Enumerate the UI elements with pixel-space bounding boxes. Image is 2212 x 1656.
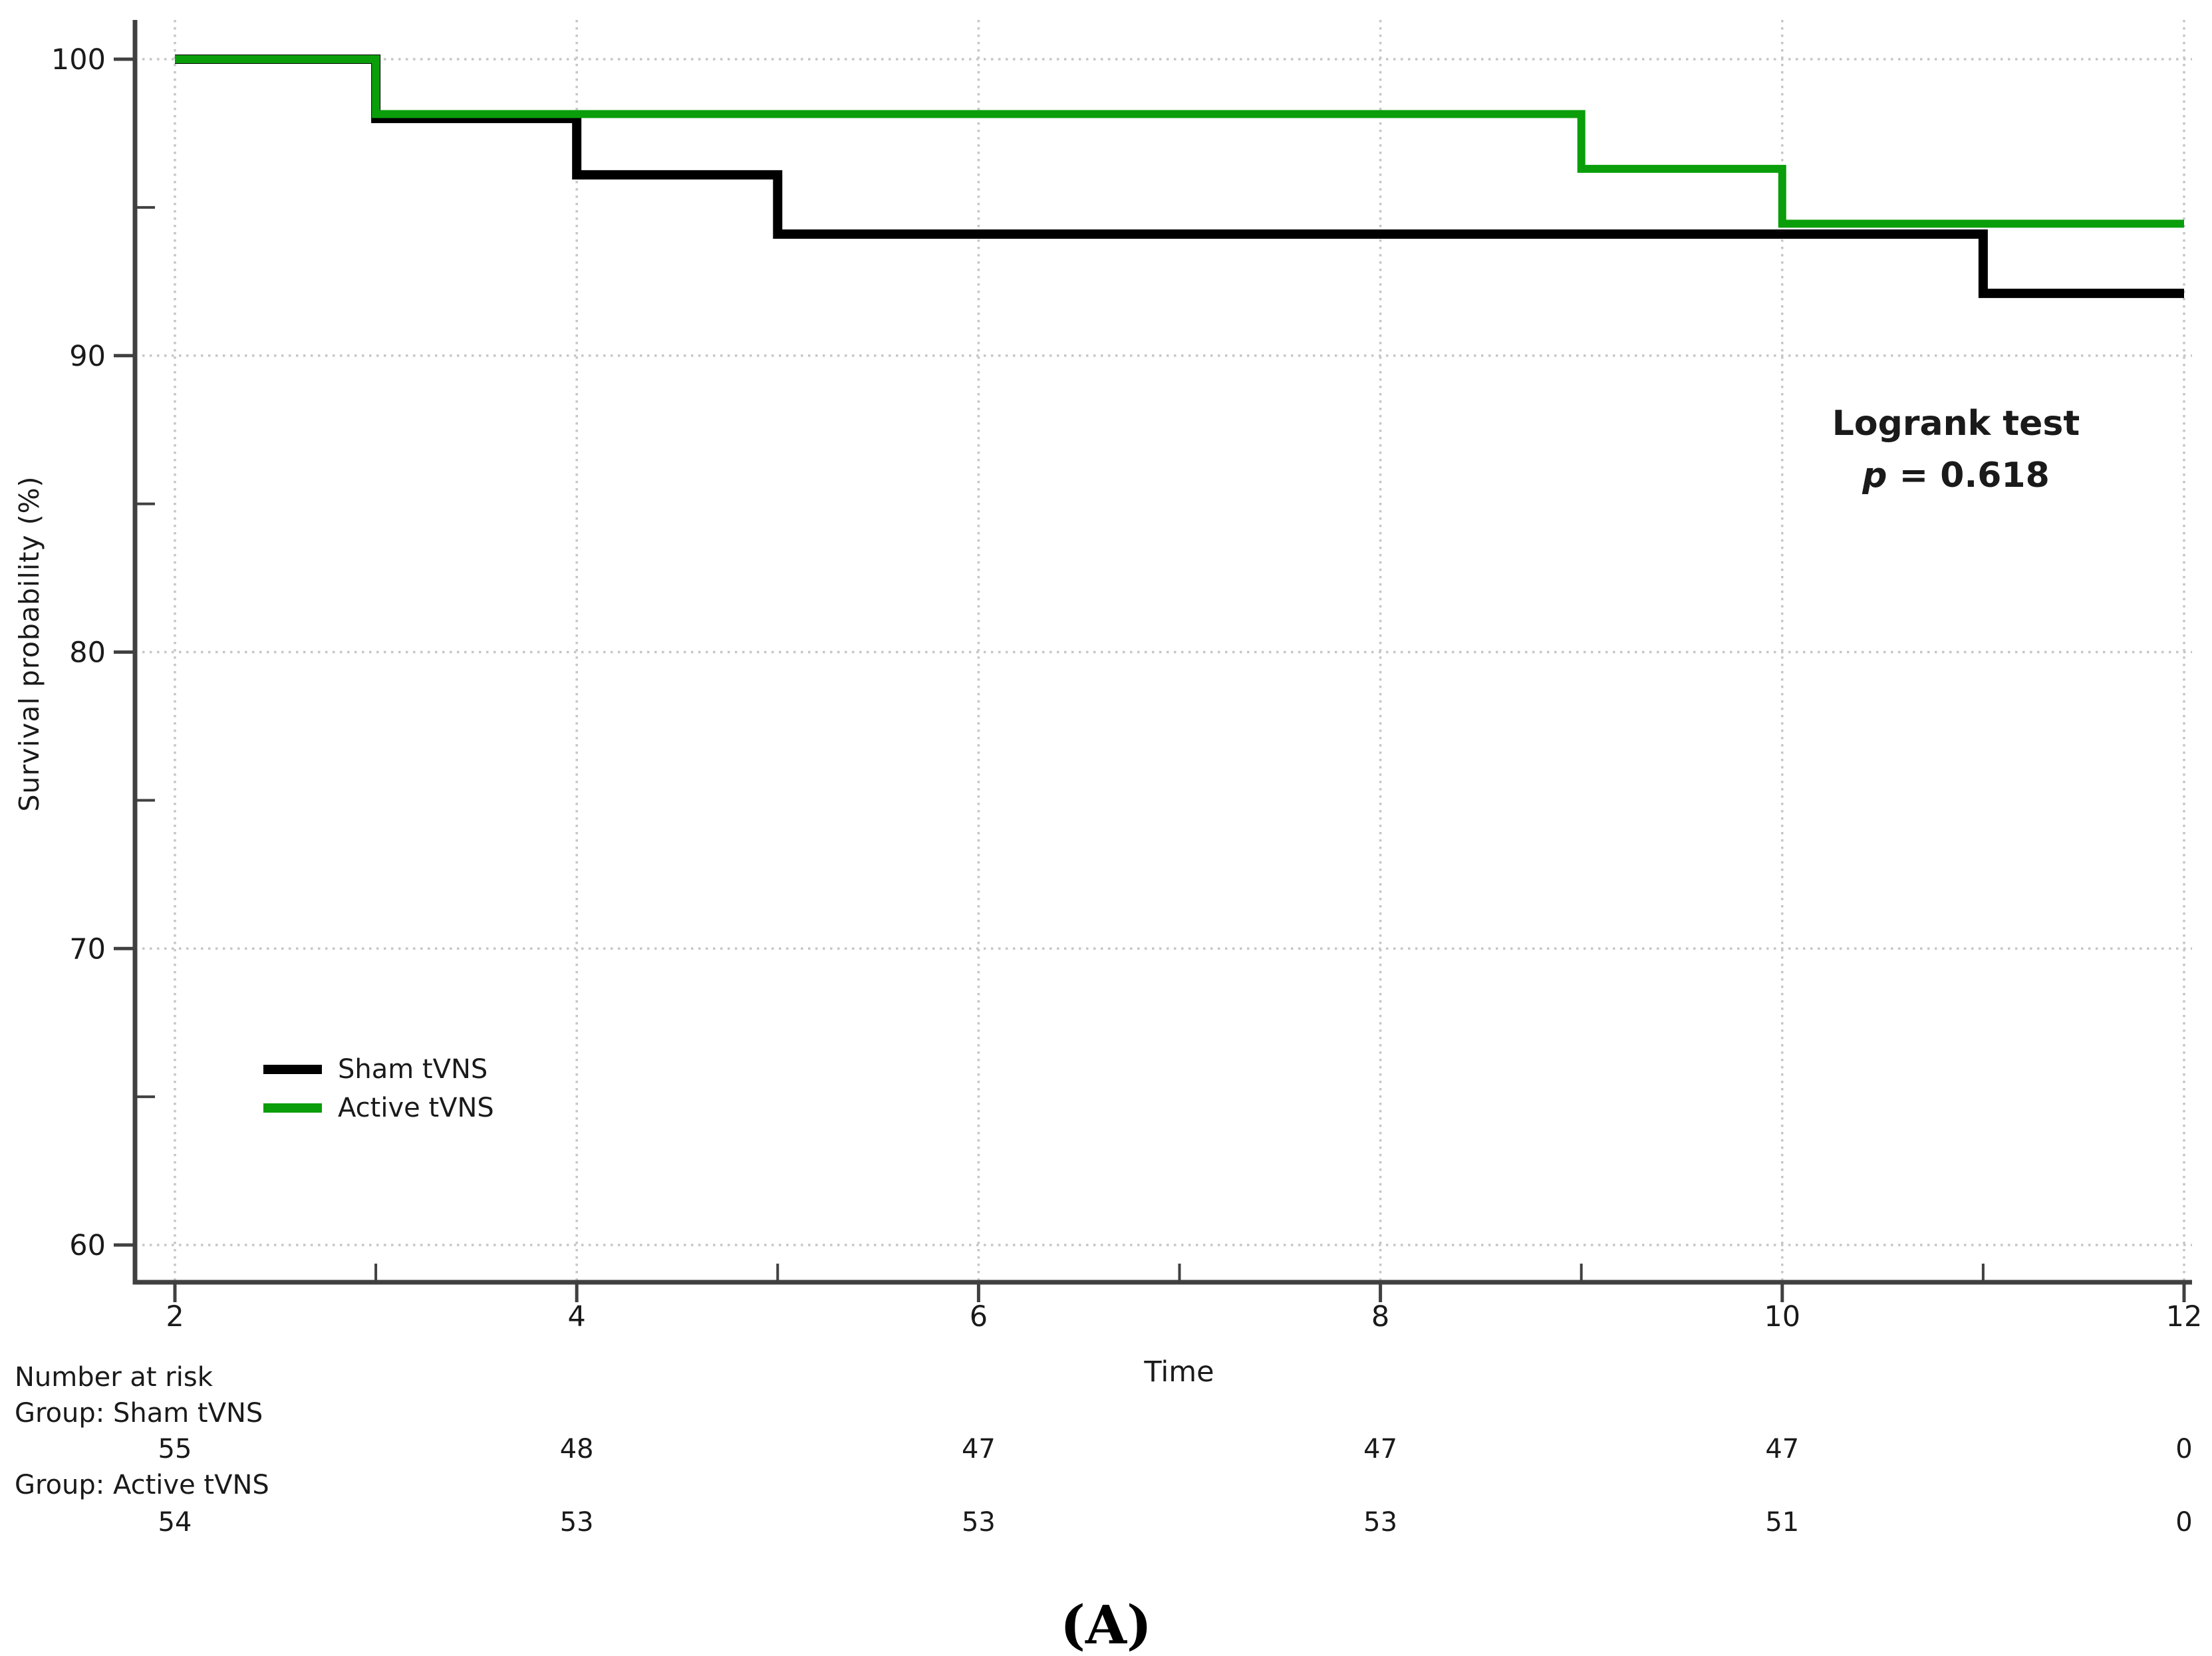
legend-label-active: Active tVNS — [338, 1093, 494, 1123]
y-tick-label: 60 — [69, 1229, 106, 1262]
p-symbol: p — [1862, 456, 1887, 495]
legend-item-active: Active tVNS — [263, 1093, 494, 1123]
legend-label-sham: Sham tVNS — [338, 1054, 488, 1085]
logrank-annotation: Logrank test p = 0.618 — [1763, 398, 2149, 501]
risk-row-active: 54 53 53 53 51 0 — [0, 1507, 2212, 1540]
y-tick-label: 70 — [69, 932, 106, 966]
risk-count: 53 — [961, 1507, 996, 1538]
x-tick-label: 4 — [568, 1300, 586, 1333]
risk-count: 47 — [1765, 1434, 1800, 1464]
y-axis-title: Survival probability (%) — [13, 476, 45, 812]
y-tick-label: 90 — [69, 340, 106, 373]
risk-group-label-active: Group: Active tVNS — [15, 1470, 269, 1500]
logrank-p-value: p = 0.618 — [1763, 450, 2149, 501]
survival-curve-sham — [175, 55, 2184, 299]
survival-curve-active — [175, 55, 2184, 228]
risk-count: 47 — [961, 1434, 996, 1464]
x-tick-label: 2 — [166, 1300, 184, 1333]
risk-count: 0 — [2175, 1434, 2193, 1464]
y-tick-label: 100 — [51, 43, 106, 76]
x-tick-label: 6 — [970, 1300, 988, 1333]
legend: Sham tVNS Active tVNS — [263, 1054, 494, 1123]
risk-count: 0 — [2175, 1507, 2193, 1538]
risk-count: 55 — [158, 1434, 192, 1464]
risk-count: 53 — [1363, 1507, 1398, 1538]
risk-group-label-sham: Group: Sham tVNS — [15, 1398, 263, 1429]
x-tick-label: 8 — [1371, 1300, 1389, 1333]
x-tick-label: 10 — [1764, 1300, 1800, 1333]
x-axis-title: Time — [1144, 1355, 1214, 1389]
panel-caption: (A) — [1060, 1593, 1152, 1656]
legend-item-sham: Sham tVNS — [263, 1054, 494, 1085]
number-at-risk-title: Number at risk — [15, 1362, 213, 1393]
risk-count: 53 — [559, 1507, 594, 1538]
y-tick-label: 80 — [69, 636, 106, 670]
risk-count: 48 — [559, 1434, 594, 1464]
legend-swatch-sham — [263, 1065, 322, 1074]
logrank-annotation-line1: Logrank test — [1832, 404, 2080, 444]
x-tick-label: 12 — [2166, 1300, 2203, 1333]
risk-count: 51 — [1765, 1507, 1800, 1538]
legend-swatch-active — [263, 1103, 322, 1113]
risk-count: 54 — [158, 1507, 192, 1538]
risk-count: 47 — [1363, 1434, 1398, 1464]
p-value-text: = 0.618 — [1899, 456, 2050, 495]
risk-row-sham: 55 48 47 47 47 0 — [0, 1434, 2212, 1467]
